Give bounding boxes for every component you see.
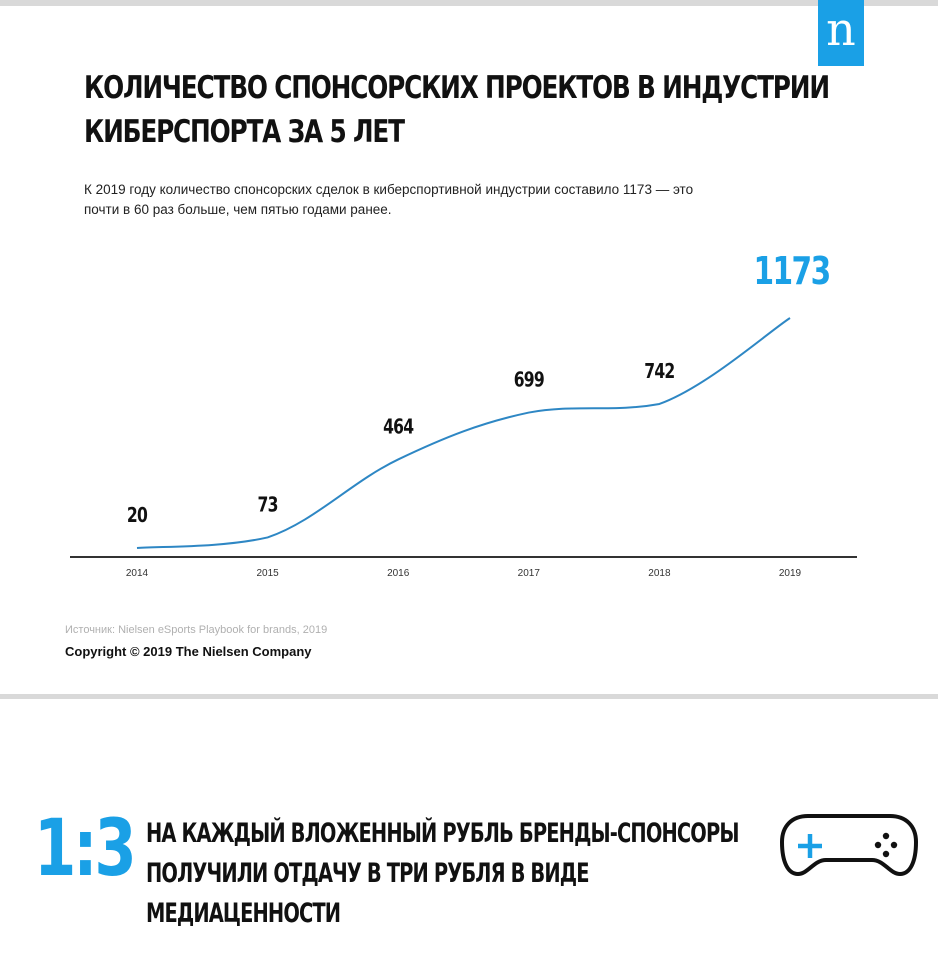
section-divider xyxy=(0,694,938,699)
data-label: 699 xyxy=(514,369,545,392)
chart-title-line1: КОЛИЧЕСТВО СПОНСОРСКИХ ПРОЕКТОВ В ИНДУСТ… xyxy=(84,70,830,106)
source-note: Источник: Nielsen eSports Playbook for b… xyxy=(65,624,328,636)
chart-subtitle: К 2019 году количество спонсорских сдело… xyxy=(84,180,844,220)
gamepad-icon xyxy=(780,814,918,876)
data-label: 1173 xyxy=(753,249,829,294)
top-divider xyxy=(0,0,938,6)
data-label: 464 xyxy=(383,416,414,439)
ratio-description-line1: НА КАЖДЫЙ ВЛОЖЕННЫЙ РУБЛЬ БРЕНДЫ-СПОНСОР… xyxy=(146,818,739,849)
x-tick-label: 2014 xyxy=(126,568,149,579)
copyright: Copyright © 2019 The Nielsen Company xyxy=(65,644,312,659)
x-tick-label: 2018 xyxy=(648,568,671,579)
x-tick-label: 2016 xyxy=(387,568,410,579)
ratio-description-line2: ПОЛУЧИЛИ ОТДАЧУ В ТРИ РУБЛЯ В ВИДЕ МЕДИА… xyxy=(146,858,590,929)
data-label: 73 xyxy=(258,494,279,517)
x-tick-label: 2017 xyxy=(518,568,541,579)
nielsen-logo: n xyxy=(818,0,864,66)
subtitle-line2: почти в 60 раз больше, чем пятью годами … xyxy=(84,202,392,217)
data-label: 20 xyxy=(127,504,148,527)
ratio-value: 1:3 xyxy=(34,804,137,894)
data-label: 742 xyxy=(644,360,674,383)
line-chart: 20 2014 73 2015 464 2016 699 2017 742 2018 1173 201… xyxy=(70,249,857,579)
x-tick-label: 2019 xyxy=(779,568,802,579)
ratio-description: НА КАЖДЫЙ ВЛОЖЕННЫЙ РУБЛЬ БРЕНДЫ-СПОНСОР… xyxy=(146,814,780,934)
chart-title: КОЛИЧЕСТВО СПОНСОРСКИХ ПРОЕКТОВ В ИНДУСТ… xyxy=(84,66,844,154)
x-tick-label: 2015 xyxy=(256,568,279,579)
series-line xyxy=(136,317,791,550)
chart-title-line2: КИБЕРСПОРТА ЗА 5 ЛЕТ xyxy=(84,114,405,150)
subtitle-line1: К 2019 году количество спонсорских сдело… xyxy=(84,182,694,197)
